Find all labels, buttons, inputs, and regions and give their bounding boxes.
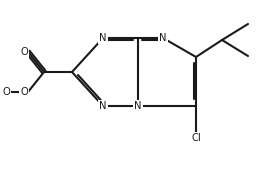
Text: Cl: Cl (191, 133, 201, 143)
Text: O: O (2, 87, 10, 97)
Text: N: N (99, 101, 107, 111)
Text: N: N (159, 33, 167, 43)
Text: O: O (20, 47, 28, 57)
Text: N: N (134, 101, 142, 111)
Text: O: O (20, 87, 28, 97)
Text: N: N (99, 33, 107, 43)
